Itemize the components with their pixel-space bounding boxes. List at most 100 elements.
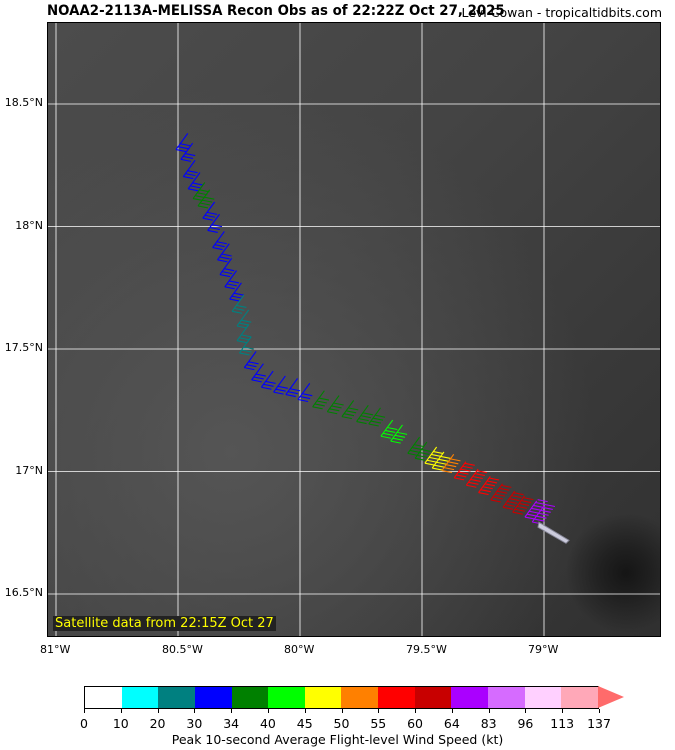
colorbar	[84, 686, 599, 709]
colorbar-tick-mark	[599, 709, 600, 713]
wind-barb	[380, 419, 398, 439]
colorbar-segment	[524, 687, 562, 708]
wind-barb	[212, 231, 227, 251]
credit-text: Levi Cowan - tropicaltidbits.com	[461, 5, 662, 20]
wind-barb	[341, 400, 359, 420]
wind-barb	[524, 499, 548, 520]
wind-barb	[207, 213, 223, 233]
wind-barb	[312, 390, 330, 410]
wind-barb	[197, 189, 215, 209]
colorbar-tick-label: 45	[296, 716, 313, 731]
colorbar-tick-label: 96	[517, 716, 534, 731]
colorbar-tick-label: 40	[259, 716, 276, 731]
wind-barb	[368, 407, 386, 427]
colorbar-segment	[231, 687, 269, 708]
wind-barb	[512, 495, 534, 515]
colorbar-segment	[158, 687, 195, 708]
wind-barb	[424, 446, 444, 466]
wind-barb	[187, 172, 203, 192]
colorbar-tick-label: 55	[370, 716, 387, 731]
lon-label: 79°W	[528, 643, 559, 656]
wind-barb	[236, 309, 252, 329]
wind-barb	[224, 270, 240, 290]
colorbar-tick-label: 60	[407, 716, 424, 731]
wind-barb	[297, 382, 313, 403]
colorbar-segment	[194, 687, 232, 708]
lat-label: 18.5°N	[4, 96, 43, 109]
colorbar-tick-mark	[267, 709, 269, 713]
wind-barb	[431, 451, 451, 471]
wind-barb	[490, 483, 512, 503]
wind-barb	[407, 436, 425, 456]
colorbar-segment	[414, 687, 452, 708]
wind-barb	[175, 133, 191, 153]
colorbar-tick-mark	[157, 709, 159, 713]
lat-label: 18°N	[15, 218, 43, 232]
colorbar-tick-mark	[120, 709, 122, 713]
wind-barb	[285, 378, 301, 398]
colorbar-tick-label: 137	[587, 716, 611, 731]
wind-barb	[238, 336, 254, 356]
colorbar-segment	[121, 687, 159, 708]
colorbar-tick-mark	[488, 709, 490, 713]
colorbar-tick-mark	[304, 709, 306, 713]
lon-label: 80.5°W	[162, 643, 203, 656]
colorbar-segment	[304, 687, 342, 708]
colorbar-segment	[268, 687, 305, 708]
map-title: NOAA2-2113A-MELISSA Recon Obs as of 22:2…	[47, 3, 505, 19]
wind-barb	[217, 243, 232, 263]
lat-label: 16.5°N	[4, 586, 43, 599]
wind-barb	[236, 324, 252, 344]
colorbar-tick-label: 83	[480, 716, 497, 731]
colorbar-extend-arrow	[598, 686, 624, 708]
colorbar-tick-mark	[562, 709, 564, 713]
wind-barb	[182, 160, 198, 180]
colorbar-segment	[341, 687, 379, 708]
colorbar-tick-label: 34	[223, 716, 240, 731]
lon-label: 79.5°W	[406, 643, 447, 656]
satellite-timestamp: Satellite data from 22:15Z Oct 27	[53, 616, 276, 631]
wind-barb	[390, 424, 408, 444]
colorbar-segment	[378, 687, 415, 708]
colorbar-tick-label: 50	[333, 716, 350, 731]
colorbar-tick-mark	[378, 709, 380, 713]
satellite-map: Satellite data from 22:15Z Oct 27	[47, 22, 661, 637]
wind-barb	[273, 375, 288, 395]
wind-barb	[414, 441, 432, 461]
lon-label: 80°W	[284, 643, 315, 656]
colorbar-tick-label: 30	[186, 716, 203, 731]
colorbar-tick-mark	[415, 709, 417, 713]
colorbar-tick-mark	[341, 709, 343, 713]
wind-barb	[356, 405, 374, 425]
colorbar-tick-mark	[231, 709, 233, 713]
wind-barb	[231, 294, 247, 314]
wind-barb	[219, 258, 235, 278]
colorbar-tick-mark	[194, 709, 196, 713]
colorbar-tick-label: 0	[80, 716, 88, 731]
wind-barb	[465, 468, 488, 488]
wind-barb	[478, 476, 500, 496]
map-overlay	[48, 23, 660, 636]
lon-label: 81°W	[40, 643, 71, 656]
colorbar-tick-mark	[525, 709, 527, 713]
wind-barb	[243, 351, 259, 371]
wind-barb	[251, 363, 266, 383]
colorbar-tick-label: 10	[112, 716, 129, 731]
wind-barb	[326, 395, 344, 415]
colorbar-segment	[85, 687, 122, 708]
wind-barb	[260, 370, 276, 390]
wind-barb	[531, 503, 556, 525]
colorbar-segment	[488, 687, 525, 708]
wind-barb	[202, 201, 218, 221]
colorbar-tick-mark	[84, 709, 85, 713]
wind-barb	[180, 142, 196, 162]
colorbar-tick-mark	[451, 709, 453, 713]
aircraft-icon	[537, 521, 570, 544]
colorbar-tick-label: 113	[550, 716, 575, 731]
colorbar-segment	[451, 687, 489, 708]
lat-label: 17.5°N	[4, 341, 43, 354]
colorbar-segment	[561, 687, 598, 708]
wind-barb	[453, 461, 475, 481]
colorbar-tick-label: 20	[149, 716, 166, 731]
wind-barb	[441, 454, 461, 474]
